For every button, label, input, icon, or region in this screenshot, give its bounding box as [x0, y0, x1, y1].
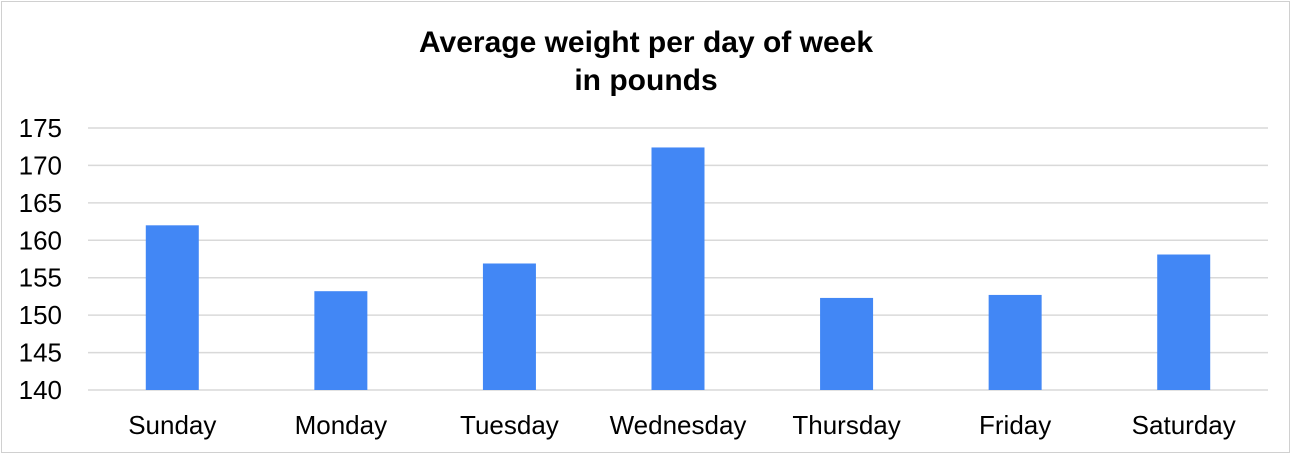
x-tick-label-tuesday: Tuesday: [460, 410, 559, 440]
bars: [145, 147, 1211, 390]
y-tick-label: 175: [19, 113, 62, 143]
y-tick-label: 155: [19, 263, 62, 293]
y-tick-label: 160: [19, 225, 62, 255]
bar-friday: [988, 294, 1042, 390]
x-tick-label-saturday: Saturday: [1132, 410, 1236, 440]
x-tick-label-monday: Monday: [295, 410, 388, 440]
bar-saturday: [1157, 254, 1211, 390]
y-tick-label: 145: [19, 338, 62, 368]
x-axis-ticks: Sunday Monday Tuesday Wednesday Thursday Frid…: [128, 410, 1236, 440]
x-tick-label-friday: Friday: [979, 410, 1051, 440]
x-tick-label-wednesday: Wednesday: [610, 410, 747, 440]
bar-thursday: [820, 297, 874, 390]
bar-tuesday: [482, 263, 536, 390]
chart-title-line-2: in pounds: [574, 64, 717, 97]
y-tick-label: 165: [19, 188, 62, 218]
bar-wednesday: [651, 147, 705, 390]
x-tick-label-sunday: Sunday: [128, 410, 216, 440]
x-tick-label-thursday: Thursday: [792, 410, 900, 440]
bar-monday: [314, 291, 368, 390]
y-tick-label: 150: [19, 300, 62, 330]
y-tick-label: 140: [19, 375, 62, 405]
bar-sunday: [145, 225, 199, 390]
chart-title-line-1: Average weight per day of week: [419, 26, 873, 59]
y-tick-label: 170: [19, 150, 62, 180]
y-axis-ticks: 175 170 165 160 155 150 145 140: [19, 113, 62, 405]
